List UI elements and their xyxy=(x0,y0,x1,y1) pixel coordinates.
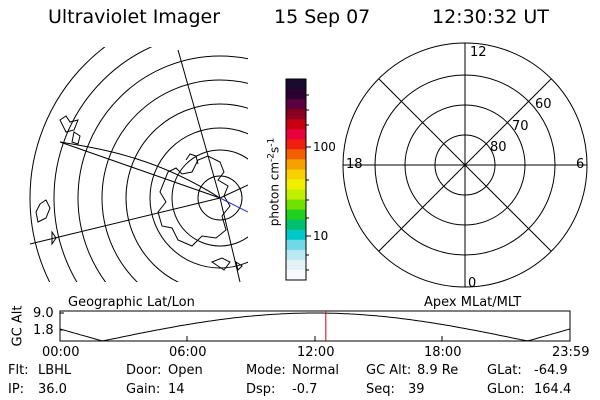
mode-value: Normal xyxy=(292,363,340,378)
colorbar-segment xyxy=(286,79,306,90)
xtick-0600: 06:00 xyxy=(169,345,207,360)
colorbar-segment xyxy=(286,99,306,110)
xtick-2359: 23:59 xyxy=(552,345,590,360)
altitude-curve xyxy=(60,312,570,341)
colorbar-tick-100: 100 xyxy=(313,140,336,154)
mlt-label-6: 6 xyxy=(576,157,585,172)
flt-value: LBHL xyxy=(38,363,72,378)
colorbar-segment xyxy=(286,219,306,231)
colorbar-segment xyxy=(286,239,306,251)
meridian-lines xyxy=(29,49,248,282)
colorbar-segment xyxy=(286,229,306,241)
apex-caption: Apex MLat/MLT xyxy=(424,295,522,310)
colorbar-segment xyxy=(286,209,306,221)
colorbar-segment xyxy=(286,119,306,130)
seq-value: 39 xyxy=(408,382,425,397)
gain-value: 14 xyxy=(168,382,185,397)
dsp-value: -0.7 xyxy=(292,382,318,397)
dsp-label: Dsp: xyxy=(246,382,276,397)
glon-value: 164.4 xyxy=(534,382,572,397)
ytick-1-8: 1.8 xyxy=(33,323,54,338)
xtick-0000: 00:00 xyxy=(42,345,80,360)
gcalt-label: GC Alt: xyxy=(366,363,412,378)
colorbar-unit: photon cm-2s-1 xyxy=(266,137,282,227)
mlt-label-18: 18 xyxy=(346,157,363,172)
xtick-1200: 12:00 xyxy=(297,345,335,360)
colorbar-ticks xyxy=(306,94,311,271)
flt-label: Flt: xyxy=(8,363,29,378)
colorbar-segment xyxy=(286,109,306,120)
mlat-label-60: 60 xyxy=(535,97,552,112)
colorbar-segment xyxy=(286,139,306,150)
mlat-label-80: 80 xyxy=(490,140,507,155)
colorbar xyxy=(286,79,306,281)
timeline-ylabel: GC Alt xyxy=(10,305,26,347)
colorbar-segment xyxy=(286,189,306,201)
ytick-9: 9.0 xyxy=(33,306,54,321)
ip-value: 36.0 xyxy=(38,382,67,397)
polar-grid xyxy=(342,42,588,288)
gain-label: Gain: xyxy=(126,382,161,397)
mlat-label-70: 70 xyxy=(512,119,529,134)
geographic-caption: Geographic Lat/Lon xyxy=(68,295,195,310)
timeline-ticks xyxy=(59,312,571,341)
colorbar-segment xyxy=(286,159,306,170)
gcalt-value: 8.9 Re xyxy=(417,363,459,378)
glon-label: GLon: xyxy=(487,382,525,397)
latitude-circles xyxy=(29,47,248,282)
date-label: 15 Sep 07 xyxy=(274,6,371,28)
mlt-label-12: 12 xyxy=(470,45,487,60)
colorbar-segment xyxy=(286,169,306,180)
colorbar-segment xyxy=(286,129,306,140)
glat-label: GLat: xyxy=(487,363,522,378)
instrument-title: Ultraviolet Imager xyxy=(48,6,221,28)
time-label: 12:30:32 UT xyxy=(432,6,549,28)
glat-value: -64.9 xyxy=(534,363,568,378)
ip-label: IP: xyxy=(8,382,25,397)
colorbar-segment xyxy=(286,249,306,261)
colorbar-tick-10: 10 xyxy=(313,229,329,243)
seq-label: Seq: xyxy=(366,382,395,397)
xtick-1800: 18:00 xyxy=(424,345,462,360)
colorbar-segment xyxy=(286,149,306,160)
colorbar-segment xyxy=(286,269,306,281)
colorbar-segment xyxy=(286,89,306,100)
geographic-map xyxy=(26,47,248,282)
door-label: Door: xyxy=(126,363,162,378)
mlt-label-0: 0 xyxy=(468,276,477,291)
colorbar-segment xyxy=(286,179,306,191)
track-line xyxy=(219,197,248,213)
colorbar-segment xyxy=(286,259,306,271)
mode-label: Mode: xyxy=(246,363,286,378)
coastline xyxy=(35,115,243,271)
colorbar-segment xyxy=(286,199,306,211)
door-value: Open xyxy=(168,363,203,378)
meridian-curve xyxy=(59,141,221,199)
